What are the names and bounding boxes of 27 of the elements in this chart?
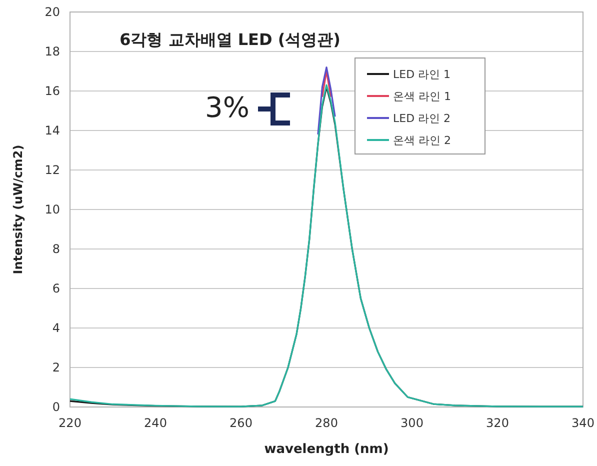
legend-label: LED 라인 2 [393,112,451,125]
y-tick-label: 0 [52,400,60,414]
x-tick-label: 320 [486,416,509,430]
x-tick-label: 340 [572,416,594,430]
x-axis-title: wavelength (nm) [264,442,389,457]
y-tick-label: 8 [52,242,60,256]
y-tick-label: 16 [44,84,60,98]
y-tick-label: 4 [52,321,60,335]
legend-label: 온색 라인 1 [393,90,451,103]
legend-label: LED 라인 1 [393,68,451,81]
y-tick-label: 12 [44,163,60,177]
x-tick-label: 220 [58,416,82,430]
annotation: 3% [205,91,250,124]
y-axis-title: Intensity (uW/cm2) [11,144,25,274]
x-tick-label: 260 [230,416,252,430]
x-tick-label: 300 [400,416,424,430]
y-tick-label: 10 [44,202,60,216]
y-tick-label: 2 [52,360,60,374]
y-tick-label: 14 [44,124,60,138]
legend-label: 온색 라인 2 [393,134,451,147]
y-tick-label: 18 [44,44,60,58]
y-tick-label: 6 [52,282,60,296]
line-series [317,66,336,136]
text: 6각형 교차배열 LED (석영관) [120,30,340,49]
x-tick-label: 240 [144,416,167,430]
x-tick-label: 280 [315,416,338,430]
y-tick-label: 20 [44,5,60,19]
